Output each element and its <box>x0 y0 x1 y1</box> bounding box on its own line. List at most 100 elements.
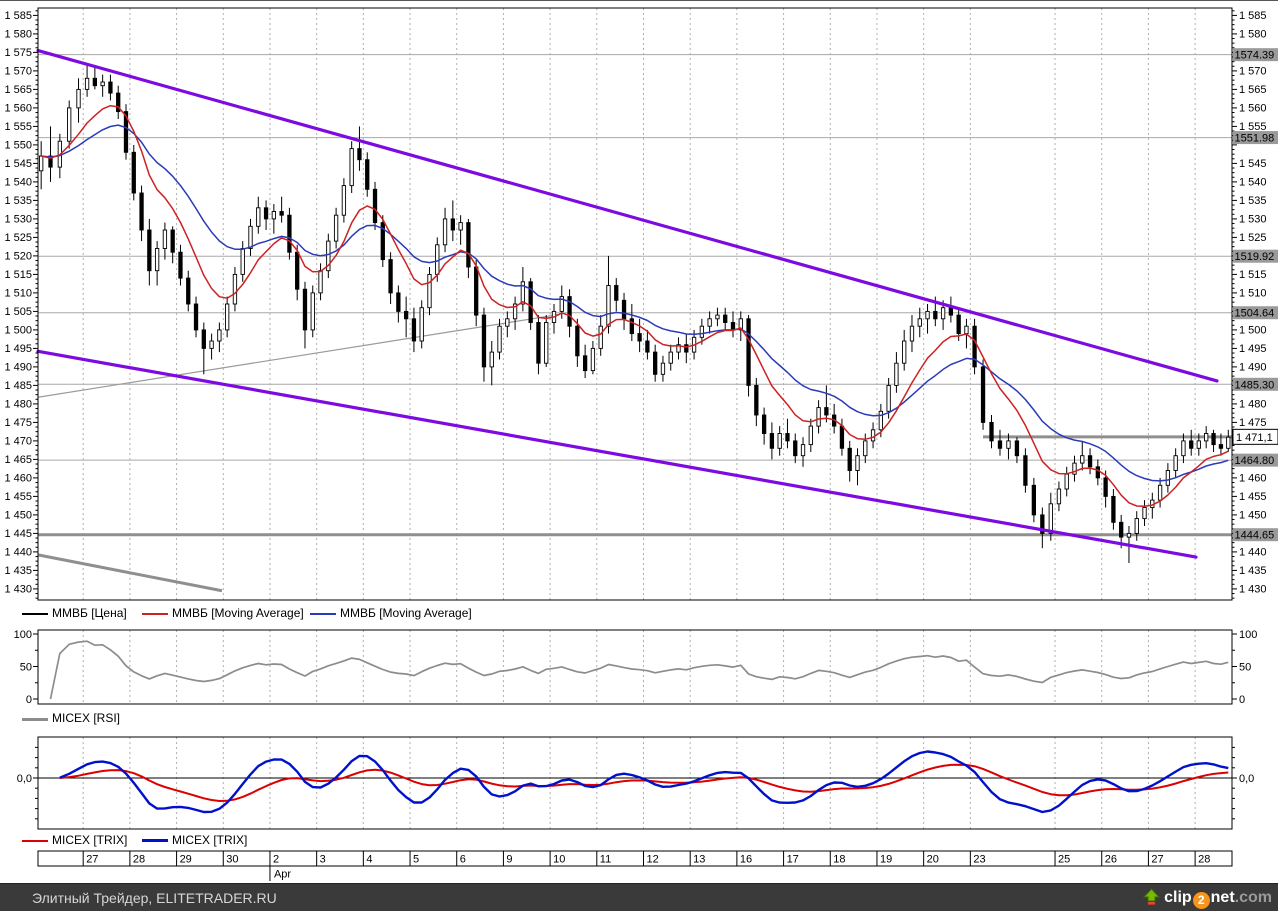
logo-net: net <box>1210 889 1235 906</box>
svg-text:1 560: 1 560 <box>4 102 32 114</box>
svg-text:1 500: 1 500 <box>1239 324 1267 336</box>
svg-text:1 475: 1 475 <box>4 417 32 429</box>
rsi-panel: 0 0 50 50 100 100 <box>14 629 1258 706</box>
svg-text:1551.98: 1551.98 <box>1235 133 1275 145</box>
svg-text:1504.64: 1504.64 <box>1235 308 1275 320</box>
svg-text:1 545: 1 545 <box>1239 158 1267 170</box>
svg-text:1 565: 1 565 <box>4 84 32 96</box>
ma-line-9 <box>41 104 1229 508</box>
svg-text:1 455: 1 455 <box>1239 491 1267 503</box>
svg-text:1 440: 1 440 <box>4 546 32 558</box>
svg-text:1574.39: 1574.39 <box>1235 50 1275 62</box>
svg-text:0: 0 <box>1239 694 1245 706</box>
svg-text:10: 10 <box>553 854 565 866</box>
svg-text:1 575: 1 575 <box>4 47 32 59</box>
logo-two-badge: 2 <box>1192 892 1210 909</box>
svg-text:1 471,1: 1 471,1 <box>1236 432 1273 444</box>
svg-text:1 585: 1 585 <box>4 10 32 22</box>
trix-panel: 0,0 0,0 <box>17 736 1254 830</box>
legend-label-price: ММВБ [Цена] <box>52 606 127 620</box>
svg-text:1464.80: 1464.80 <box>1235 455 1275 467</box>
svg-text:1 530: 1 530 <box>1239 213 1267 225</box>
svg-text:1 450: 1 450 <box>1239 509 1267 521</box>
svg-text:1 470: 1 470 <box>4 435 32 447</box>
svg-text:1 510: 1 510 <box>1239 287 1267 299</box>
svg-text:1 540: 1 540 <box>1239 176 1267 188</box>
trendlines-channel <box>36 48 1219 559</box>
svg-text:1 560: 1 560 <box>1239 102 1267 114</box>
svg-text:6: 6 <box>460 854 466 866</box>
svg-text:1 585: 1 585 <box>1239 10 1267 22</box>
trendlines-gray <box>37 313 561 593</box>
svg-text:1 535: 1 535 <box>4 195 32 207</box>
svg-text:1 565: 1 565 <box>1239 84 1267 96</box>
svg-text:1 435: 1 435 <box>1239 565 1267 577</box>
svg-text:1 440: 1 440 <box>1239 546 1267 558</box>
svg-text:1 515: 1 515 <box>1239 269 1267 281</box>
svg-text:1 480: 1 480 <box>1239 398 1267 410</box>
footer-bar: Элитный Трейдер, ELITETRADER.RU clip 2 net… <box>0 883 1278 911</box>
svg-text:1 475: 1 475 <box>1239 417 1267 429</box>
svg-text:1 555: 1 555 <box>1239 121 1267 133</box>
svg-text:1 460: 1 460 <box>4 472 32 484</box>
grid-vertical <box>82 8 1196 829</box>
svg-text:1 580: 1 580 <box>1239 28 1267 40</box>
legend-label-trix-blue: MICEX [TRIX] <box>172 833 248 847</box>
clip2net-logo[interactable]: clip 2 net.com <box>1142 884 1272 911</box>
svg-text:100: 100 <box>1239 629 1257 641</box>
svg-text:1 480: 1 480 <box>4 398 32 410</box>
svg-text:1 490: 1 490 <box>1239 361 1267 373</box>
svg-text:1519.92: 1519.92 <box>1235 251 1275 263</box>
svg-text:13: 13 <box>693 854 705 866</box>
svg-text:19: 19 <box>880 854 892 866</box>
legend-swatch-trix-red <box>22 840 48 842</box>
legend-label-ma-slow: ММВБ [Moving Average] <box>340 606 472 620</box>
legend-swatch-price <box>22 613 48 615</box>
ma-line-21 <box>41 124 1229 482</box>
svg-text:50: 50 <box>1239 662 1251 674</box>
svg-text:1 430: 1 430 <box>4 583 32 595</box>
svg-text:12: 12 <box>646 854 658 866</box>
svg-text:28: 28 <box>1198 854 1210 866</box>
price-tags: 1574.39 1551.98 1519.92 1504.64 1485.30 1464.… <box>1232 48 1278 542</box>
svg-text:16: 16 <box>740 854 752 866</box>
legend-label-rsi: MICEX [RSI] <box>52 711 121 725</box>
ma-21 <box>41 124 1229 482</box>
svg-text:26: 26 <box>1105 854 1117 866</box>
date-axis: 27 28 29 30 2 3 4 5 6 9 10 11 12 13 16 17 18 19 20 23 25 26 27… <box>37 850 1233 881</box>
svg-text:1 555: 1 555 <box>4 121 32 133</box>
svg-text:1 550: 1 550 <box>4 139 32 151</box>
svg-text:5: 5 <box>413 854 419 866</box>
footer-credit-text: Элитный Трейдер, ELITETRADER.RU <box>32 890 277 906</box>
legend-label-ma-fast: ММВБ [Moving Average] <box>172 606 304 620</box>
svg-text:1 570: 1 570 <box>1239 65 1267 77</box>
svg-text:50: 50 <box>20 662 32 674</box>
svg-text:1 450: 1 450 <box>4 509 32 521</box>
svg-text:18: 18 <box>833 854 845 866</box>
svg-text:1 465: 1 465 <box>4 454 32 466</box>
svg-text:27: 27 <box>1151 854 1163 866</box>
svg-text:17: 17 <box>787 854 799 866</box>
legend-swatch-trix-blue <box>142 839 168 842</box>
svg-text:1 525: 1 525 <box>1239 232 1267 244</box>
svg-text:0,0: 0,0 <box>17 773 32 785</box>
svg-text:1444.65: 1444.65 <box>1235 530 1275 542</box>
svg-text:23: 23 <box>973 854 985 866</box>
svg-text:1 455: 1 455 <box>4 491 32 503</box>
legend-swatch-ma-fast <box>142 613 168 615</box>
svg-text:1485.30: 1485.30 <box>1235 379 1275 391</box>
legend-swatch-ma-slow <box>310 613 336 615</box>
ma-9 <box>41 104 1229 508</box>
svg-text:1 500: 1 500 <box>4 324 32 336</box>
svg-text:9: 9 <box>506 854 512 866</box>
svg-text:Apr: Apr <box>274 869 291 881</box>
legend-label-trix-red: MICEX [TRIX] <box>52 833 128 847</box>
rsi-line <box>49 640 1229 700</box>
trix-line-9 <box>59 763 1229 802</box>
svg-text:1 490: 1 490 <box>4 361 32 373</box>
svg-text:30: 30 <box>226 854 238 866</box>
svg-text:1 520: 1 520 <box>4 250 32 262</box>
svg-text:1 430: 1 430 <box>1239 583 1267 595</box>
svg-text:4: 4 <box>366 854 372 866</box>
svg-text:27: 27 <box>86 854 98 866</box>
